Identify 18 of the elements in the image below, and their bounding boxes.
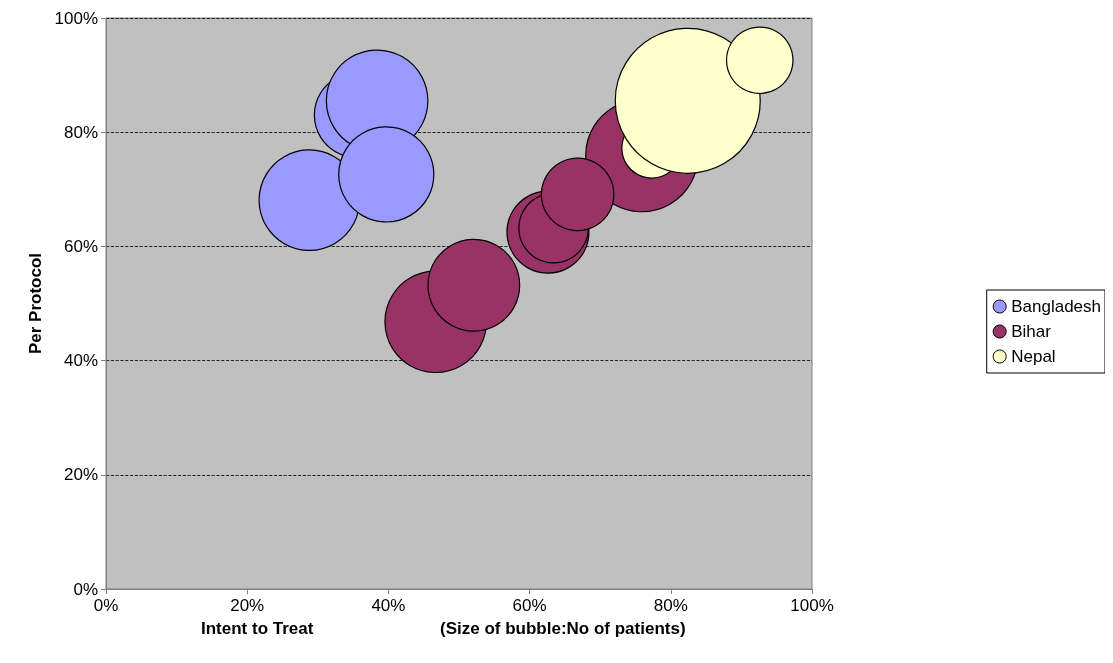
- legend-label: Bangladesh: [1011, 297, 1102, 316]
- y-tick-label: 20%: [63, 465, 98, 485]
- text: (Size of bubble:No of patients): [440, 619, 686, 638]
- y-tick-label: 100%: [54, 8, 98, 28]
- x-tick-label: 20%: [230, 596, 265, 615]
- x-tick-label: 100%: [790, 596, 834, 615]
- y-tick-label: 40%: [63, 351, 98, 371]
- x-tick-label: 40%: [371, 596, 406, 615]
- y-axis-title: Per Protocol: [25, 252, 45, 355]
- x-tick-label: 0%: [93, 596, 119, 615]
- legend-label: Nepal: [1011, 347, 1056, 366]
- x-tick-label: 80%: [653, 596, 688, 615]
- y-tick-label: 80%: [63, 122, 98, 142]
- legend-label: Bihar: [1011, 322, 1052, 341]
- x-axis-title: Intent to Treat: [201, 619, 314, 638]
- y-tick-label: 60%: [63, 236, 98, 256]
- y-tick-label: 0%: [73, 579, 98, 599]
- x-tick-label: 60%: [512, 596, 547, 615]
